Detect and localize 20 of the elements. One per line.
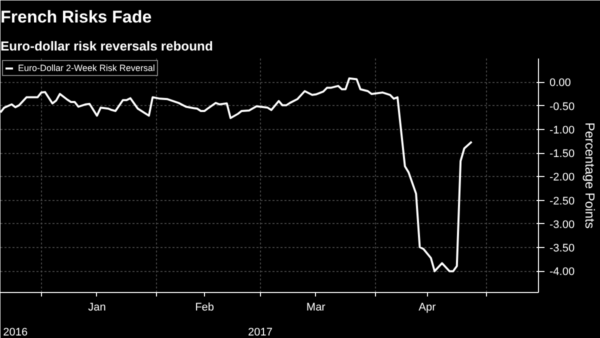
chart-title: French Risks Fade	[0, 8, 152, 26]
chart-subtitle: Euro-dollar risk reversals rebound	[0, 38, 213, 54]
y-tick-label: -3.50	[550, 242, 575, 255]
y-tick-label: 0.00	[550, 77, 571, 90]
line-series	[0, 77, 473, 272]
y-tick-label: -2.00	[550, 172, 575, 184]
y-tick-label: -2.50	[550, 195, 575, 208]
y-axis-title: Percentage Points	[582, 122, 598, 230]
y-tick-label: -4.00	[550, 266, 575, 278]
y-tick-label: -1.50	[550, 148, 575, 160]
x-tick-label: Feb	[195, 302, 214, 314]
x-tick-label: Apr	[418, 302, 436, 314]
legend-label: Euro-Dollar 2-Week Risk Reversal	[18, 63, 155, 73]
x-tick-label: Jan	[88, 302, 106, 314]
y-tick-label: -1.00	[550, 124, 575, 136]
x2-tick-label: 2016	[3, 326, 28, 338]
y-tick-label: -3.00	[550, 218, 575, 231]
x2-tick-label: 2017	[248, 326, 272, 338]
x-tick-label: Mar	[306, 302, 326, 314]
y-tick-label: -0.50	[550, 100, 575, 113]
